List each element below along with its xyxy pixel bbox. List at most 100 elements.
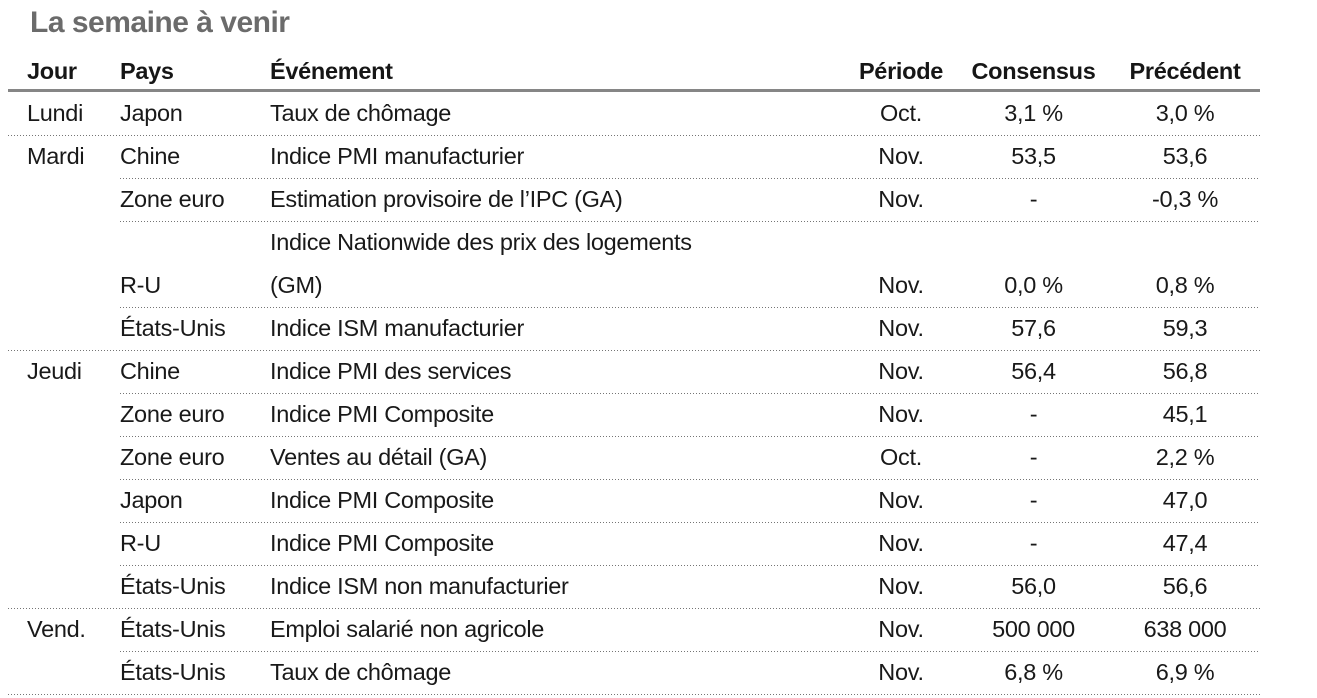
calendar-table: Jour Pays Événement Période Consensus Pr… <box>0 41 1260 695</box>
row-separator <box>120 436 1260 437</box>
column-header-consensus: Consensus <box>971 58 1096 84</box>
header-rule <box>8 89 1260 92</box>
cell-pays: R-U <box>120 272 161 298</box>
cell-pays: Japon <box>120 487 183 513</box>
row-separator <box>120 178 1260 179</box>
cell-consensus: 0,0 % <box>1004 272 1063 298</box>
row-separator <box>120 565 1260 566</box>
column-header-periode: Période <box>858 58 944 84</box>
cell-evenement: Ventes au détail (GA) <box>270 444 488 470</box>
cell-consensus: 56,4 <box>1011 358 1056 384</box>
column-header-evenement: Événement <box>270 58 393 84</box>
cell-pays: Zone euro <box>120 186 225 212</box>
cell-precedent: 53,6 <box>1162 143 1208 169</box>
cell-jour <box>27 393 120 436</box>
cell-jour <box>27 307 120 350</box>
table-row: Japon Indice PMI Composite Nov. - 47,0 <box>0 479 1260 522</box>
row-separator <box>120 221 1260 222</box>
cell-precedent: 3,0 % <box>1155 100 1215 126</box>
row-separator <box>120 307 1260 308</box>
cell-pays: R-U <box>120 530 161 556</box>
table-row: Zone euro Indice PMI Composite Nov. - 45… <box>0 393 1260 436</box>
cell-consensus: 500 000 <box>992 616 1075 642</box>
row-separator <box>8 135 1260 136</box>
cell-periode: Nov. <box>878 616 924 642</box>
cell-evenement: Indice ISM manufacturier <box>270 315 525 341</box>
cell-precedent: 45,1 <box>1162 401 1208 427</box>
table-body: Lundi Japon Taux de chômage Oct. 3,1 % 3… <box>0 92 1260 695</box>
cell-precedent: 47,0 <box>1162 487 1208 513</box>
cell-evenement: Indice PMI manufacturier <box>270 143 525 169</box>
cell-consensus: 57,6 <box>1011 315 1056 341</box>
cell-precedent: 638 000 <box>1143 616 1227 642</box>
cell-periode: Nov. <box>878 573 924 599</box>
table-row: Zone euro Estimation provisoire de l’IPC… <box>0 178 1260 221</box>
cell-precedent: -0,3 % <box>1151 186 1219 212</box>
cell-consensus: - <box>1029 186 1038 212</box>
cell-evenement: Indice PMI Composite <box>270 401 494 427</box>
column-header-precedent: Précédent <box>1129 58 1241 84</box>
table-row: Jeudi Chine Indice PMI des services Nov.… <box>0 350 1260 393</box>
cell-pays: Zone euro <box>120 444 225 470</box>
cell-periode: Nov. <box>878 272 924 298</box>
cell-periode: Nov. <box>878 659 924 685</box>
cell-periode: Oct. <box>880 444 922 470</box>
column-header-jour: Jour <box>27 58 77 84</box>
cell-precedent: 47,4 <box>1162 530 1208 556</box>
table-row: Zone euro Ventes au détail (GA) Oct. - 2… <box>0 436 1260 479</box>
cell-pays: États-Unis <box>120 659 226 685</box>
table-row: États-Unis Indice ISM non manufacturier … <box>0 565 1260 608</box>
cell-evenement: Emploi salarié non agricole <box>270 616 545 642</box>
cell-jour: Jeudi <box>27 358 82 384</box>
table-row: Lundi Japon Taux de chômage Oct. 3,1 % 3… <box>0 92 1260 135</box>
cell-pays: Zone euro <box>120 401 225 427</box>
page-title: La semaine à venir <box>30 6 290 39</box>
cell-consensus: 6,8 % <box>1004 659 1063 685</box>
cell-periode: Nov. <box>878 358 924 384</box>
cell-jour <box>27 479 120 522</box>
table-row: R-U Indice PMI Composite Nov. - 47,4 <box>0 522 1260 565</box>
cell-consensus: 3,1 % <box>1004 100 1063 126</box>
table-row: Vend. États-Unis Emploi salarié non agri… <box>0 608 1260 651</box>
cell-precedent: 56,6 <box>1162 573 1208 599</box>
cell-jour: Vend. <box>27 616 86 642</box>
row-separator <box>120 479 1260 480</box>
cell-evenement: Indice Nationwide des prix des logements… <box>270 229 692 298</box>
cell-consensus: 53,5 <box>1011 143 1056 169</box>
row-separator <box>8 350 1260 351</box>
cell-evenement: Taux de chômage <box>270 100 452 126</box>
cell-periode: Oct. <box>880 100 922 126</box>
cell-periode: Nov. <box>878 186 924 212</box>
cell-precedent: 56,8 <box>1162 358 1208 384</box>
cell-jour <box>27 178 120 221</box>
cell-pays: Chine <box>120 358 180 384</box>
cell-consensus: - <box>1029 530 1038 556</box>
cell-periode: Nov. <box>878 487 924 513</box>
cell-periode: Nov. <box>878 530 924 556</box>
cell-jour <box>27 522 120 565</box>
cell-evenement: Estimation provisoire de l’IPC (GA) <box>270 186 623 212</box>
cell-evenement: Indice PMI Composite <box>270 487 494 513</box>
cell-pays: Chine <box>120 143 180 169</box>
cell-jour: Mardi <box>27 143 85 169</box>
cell-periode: Nov. <box>878 401 924 427</box>
cell-consensus: - <box>1029 401 1038 427</box>
row-separator <box>8 608 1260 609</box>
table-row: États-Unis Taux de chômage Nov. 6,8 % 6,… <box>0 651 1260 694</box>
cell-consensus: 56,0 <box>1011 573 1056 599</box>
cell-periode: Nov. <box>878 315 924 341</box>
cell-evenement: Indice PMI Composite <box>270 530 494 556</box>
economic-calendar-page: La semaine à venir Jour Pays Événement P… <box>0 5 1317 698</box>
cell-evenement: Taux de chômage <box>270 659 452 685</box>
cell-evenement: Indice PMI des services <box>270 358 512 384</box>
cell-precedent: 6,9 % <box>1155 659 1215 685</box>
cell-jour <box>27 565 120 608</box>
cell-consensus: - <box>1029 487 1038 513</box>
cell-precedent: 59,3 <box>1162 315 1208 341</box>
table-row: R-U Indice Nationwide des prix des logem… <box>0 221 1260 307</box>
cell-pays: États-Unis <box>120 616 226 642</box>
cell-consensus: - <box>1029 444 1038 470</box>
row-separator <box>8 694 1260 695</box>
column-header-pays: Pays <box>120 58 174 84</box>
table-header-row: Jour Pays Événement Période Consensus Pr… <box>0 41 1260 89</box>
